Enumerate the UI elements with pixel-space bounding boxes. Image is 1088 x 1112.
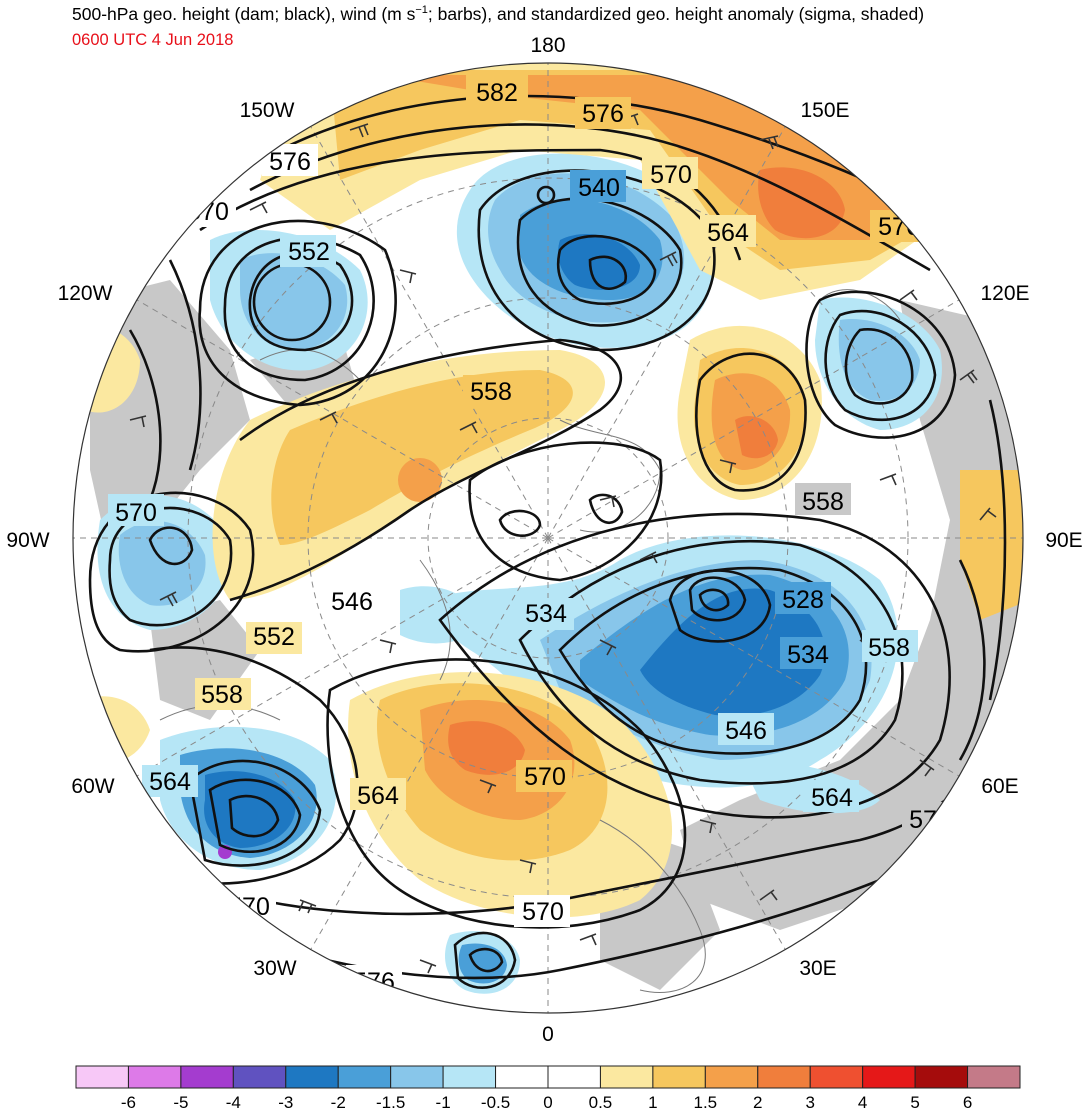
colorbar-tick-label: -1 bbox=[436, 1093, 451, 1112]
colorbar-swatch bbox=[75, 1065, 129, 1089]
colorbar-swatch bbox=[547, 1065, 601, 1089]
lon-label-150w: 150W bbox=[240, 99, 295, 122]
colorbar-tick-label: -5 bbox=[173, 1093, 188, 1112]
contour-label: 564 bbox=[357, 782, 399, 810]
colorbar-swatch bbox=[232, 1065, 287, 1089]
colorbar-swatch bbox=[337, 1065, 392, 1089]
colorbar-swatch bbox=[599, 1065, 654, 1089]
colorbar-swatches bbox=[75, 1065, 1021, 1089]
colorbar-tick-label: -1.5 bbox=[376, 1093, 405, 1112]
contour-label: 570 bbox=[650, 161, 692, 189]
lon-label-150e: 150E bbox=[800, 99, 849, 122]
title-prefix: 500-hPa geo. height (dam; black), wind (… bbox=[72, 4, 416, 24]
lon-label-90w: 90W bbox=[6, 529, 49, 552]
colorbar: -6 -5 -4 -3 -2 -1.5 -1 -0.5 0 0.5 1 1.5 2 3 4 5 6 bbox=[75, 1065, 1021, 1112]
lon-label-30e: 30E bbox=[799, 957, 836, 980]
colorbar-tick-label: -4 bbox=[226, 1093, 241, 1112]
map-disc: 582 576 576 570 540 570 564 576 552 558 … bbox=[73, 63, 1023, 1013]
title-exponent: −1 bbox=[415, 4, 428, 17]
colorbar-swatch bbox=[390, 1065, 444, 1089]
contour-label: 570 bbox=[115, 499, 157, 527]
colorbar-swatch bbox=[495, 1065, 549, 1089]
colorbar-swatch bbox=[862, 1065, 916, 1089]
contour-label: 552 bbox=[253, 623, 295, 651]
colorbar-swatch bbox=[442, 1065, 497, 1089]
contour-label: 546 bbox=[725, 717, 767, 745]
lon-label-120w: 120W bbox=[58, 282, 113, 305]
colorbar-swatch bbox=[967, 1065, 1021, 1089]
colorbar-swatch bbox=[127, 1065, 182, 1089]
title-suffix: ; barbs), and standardized geo. height a… bbox=[427, 4, 925, 24]
polar-map: 582 576 576 570 540 570 564 576 552 558 … bbox=[6, 34, 1082, 1046]
lon-label-0: 0 bbox=[542, 1023, 554, 1046]
contour-label: 534 bbox=[525, 600, 567, 628]
colorbar-swatch bbox=[180, 1065, 234, 1089]
lon-label-120e: 120E bbox=[980, 282, 1029, 305]
contour-label: 576 bbox=[353, 968, 395, 996]
colorbar-tick-label: -6 bbox=[121, 1093, 136, 1112]
contour-label: 564 bbox=[811, 784, 853, 812]
colorbar-tick-label: 1 bbox=[648, 1093, 657, 1112]
lon-label-60w: 60W bbox=[71, 775, 114, 798]
valid-time: 0600 UTC 4 Jun 2018 bbox=[72, 31, 234, 49]
lon-label-180: 180 bbox=[530, 34, 565, 57]
lon-label-90e: 90E bbox=[1045, 529, 1082, 552]
contour-label: 546 bbox=[331, 588, 373, 616]
lon-label-30w: 30W bbox=[253, 957, 296, 980]
contour-label: 534 bbox=[787, 641, 829, 669]
colorbar-swatch bbox=[914, 1065, 969, 1089]
contour-label: 558 bbox=[802, 488, 844, 516]
colorbar-swatch bbox=[757, 1065, 811, 1089]
colorbar-tick-label: 6 bbox=[963, 1093, 972, 1112]
colorbar-tick-label: 3 bbox=[805, 1093, 814, 1112]
colorbar-tick-label: -2 bbox=[331, 1093, 346, 1112]
colorbar-ticks: -6 -5 -4 -3 -2 -1.5 -1 -0.5 0 0.5 1 1.5 2 3 4 5 6 bbox=[121, 1093, 972, 1112]
colorbar-tick-label: 4 bbox=[858, 1093, 867, 1112]
chart-title: 500-hPa geo. height (dam; black), wind (… bbox=[72, 4, 924, 25]
contour-label: 582 bbox=[476, 79, 518, 107]
colorbar-swatch bbox=[704, 1065, 759, 1089]
height-contours bbox=[88, 94, 1007, 989]
longitude-labels: 180 150E 120E 90E 60E 30E 0 30W 60W 90W … bbox=[6, 34, 1082, 1046]
colorbar-tick-label: 2 bbox=[753, 1093, 762, 1112]
contour-label: 558 bbox=[201, 681, 243, 709]
contour-label: 558 bbox=[470, 378, 512, 406]
contour-label: 564 bbox=[707, 219, 749, 247]
colorbar-tick-label: 5 bbox=[910, 1093, 919, 1112]
lon-label-60e: 60E bbox=[981, 775, 1018, 798]
contour-label: 558 bbox=[868, 634, 910, 662]
contour-label: 570 bbox=[522, 898, 564, 926]
contour-label: 552 bbox=[288, 238, 330, 266]
colorbar-tick-label: -0.5 bbox=[481, 1093, 510, 1112]
contour-label: 576 bbox=[582, 100, 624, 128]
colorbar-swatch bbox=[285, 1065, 339, 1089]
contour-label: 576 bbox=[269, 148, 311, 176]
colorbar-tick-label: 0 bbox=[543, 1093, 552, 1112]
contour-label: 564 bbox=[149, 768, 191, 796]
colorbar-swatch bbox=[652, 1065, 706, 1089]
contour-label: 540 bbox=[578, 174, 620, 202]
colorbar-tick-label: 0.5 bbox=[589, 1093, 613, 1112]
map-boundary bbox=[72, 62, 1024, 1014]
contour-label: 528 bbox=[782, 586, 824, 614]
colorbar-tick-label: 1.5 bbox=[694, 1093, 718, 1112]
colorbar-tick-label: -3 bbox=[278, 1093, 293, 1112]
contour-label: 570 bbox=[524, 763, 566, 791]
colorbar-swatch bbox=[809, 1065, 864, 1089]
